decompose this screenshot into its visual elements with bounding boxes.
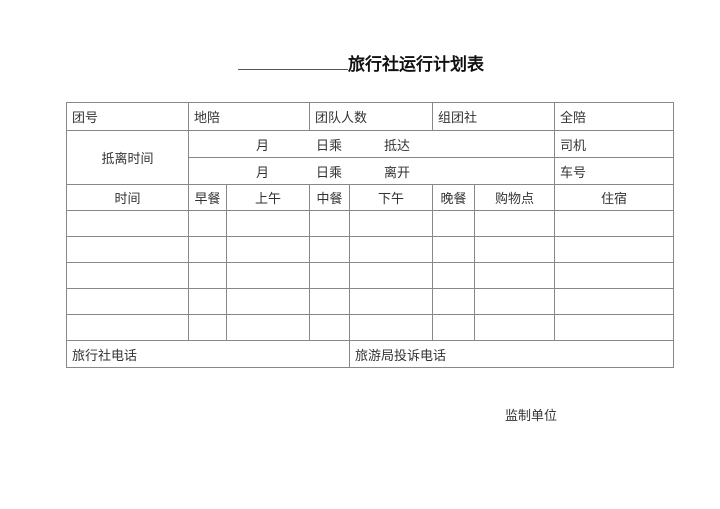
empty-cell[interactable] — [554, 314, 675, 341]
empty-cell[interactable] — [66, 262, 189, 289]
departure-row[interactable]: 月 日乘 离开 — [187, 157, 556, 185]
empty-cell[interactable] — [474, 288, 556, 315]
cell-tour-leader[interactable]: 全陪 — [554, 102, 675, 131]
empty-cell[interactable] — [225, 288, 311, 315]
cell-group-size[interactable]: 团队人数 — [309, 102, 434, 131]
table-row — [66, 210, 675, 237]
supervisor-label: 监制单位 — [505, 409, 558, 424]
empty-cell[interactable] — [309, 314, 351, 341]
empty-cell[interactable] — [66, 314, 189, 341]
cell-driver[interactable]: 司机 — [554, 130, 675, 158]
header-morning: 上午 — [225, 184, 311, 211]
page-title: 旅行社运行计划表 — [238, 50, 484, 75]
empty-cell[interactable] — [554, 262, 675, 289]
empty-cell[interactable] — [474, 262, 556, 289]
title-text: 旅行社运行计划表 — [348, 55, 484, 75]
empty-cell[interactable] — [554, 210, 675, 237]
arrive-month: 月 — [256, 138, 270, 154]
empty-cell[interactable] — [554, 236, 675, 263]
title-blank — [238, 55, 348, 70]
empty-cell[interactable] — [188, 288, 227, 315]
empty-cell[interactable] — [349, 210, 434, 237]
empty-cell[interactable] — [309, 210, 351, 237]
cell-group-no[interactable]: 团号 — [66, 102, 189, 131]
empty-cell[interactable] — [309, 236, 351, 263]
empty-cell[interactable] — [554, 288, 675, 315]
empty-cell[interactable] — [225, 236, 311, 263]
empty-cell[interactable] — [188, 262, 227, 289]
table-row — [66, 236, 675, 263]
empty-cell[interactable] — [474, 236, 556, 263]
header-dinner: 晚餐 — [432, 184, 476, 211]
empty-cell[interactable] — [432, 236, 476, 263]
cell-agency-phone[interactable]: 旅行社电话 — [65, 340, 351, 368]
empty-cell[interactable] — [349, 262, 434, 289]
depart-day: 日乘 — [316, 165, 343, 181]
header-lunch: 中餐 — [309, 184, 351, 211]
empty-cell[interactable] — [188, 314, 227, 341]
empty-cell[interactable] — [188, 210, 227, 237]
empty-cell[interactable] — [474, 210, 556, 237]
depart-action: 离开 — [384, 165, 411, 181]
empty-cell[interactable] — [309, 288, 351, 315]
header-shopping: 购物点 — [474, 184, 556, 211]
table-row — [66, 288, 675, 315]
arrival-departure-label: 抵离时间 — [66, 130, 189, 185]
header-lodging: 住宿 — [554, 184, 675, 211]
empty-cell[interactable] — [66, 288, 189, 315]
empty-cell[interactable] — [225, 210, 311, 237]
empty-cell[interactable] — [225, 314, 311, 341]
table-row — [66, 262, 675, 289]
arrive-action: 抵达 — [384, 138, 411, 154]
empty-cell[interactable] — [66, 236, 189, 263]
empty-cell[interactable] — [349, 288, 434, 315]
table-row — [66, 314, 675, 341]
empty-cell[interactable] — [66, 210, 189, 237]
cell-local-guide[interactable]: 地陪 — [187, 102, 311, 131]
empty-cell[interactable] — [432, 314, 476, 341]
empty-cell[interactable] — [309, 262, 351, 289]
arrive-day: 日乘 — [316, 138, 343, 154]
cell-plate-no[interactable]: 车号 — [554, 157, 675, 185]
cell-organizer[interactable]: 组团社 — [432, 102, 556, 131]
arrival-row[interactable]: 月 日乘 抵达 — [187, 130, 556, 158]
cell-complaint-phone[interactable]: 旅游局投诉电话 — [349, 340, 675, 368]
empty-cell[interactable] — [474, 314, 556, 341]
header-afternoon: 下午 — [349, 184, 434, 211]
empty-cell[interactable] — [432, 262, 476, 289]
header-time: 时间 — [66, 184, 189, 211]
depart-month: 月 — [256, 165, 270, 181]
empty-cell[interactable] — [349, 314, 434, 341]
empty-cell[interactable] — [432, 288, 476, 315]
header-breakfast: 早餐 — [188, 184, 227, 211]
empty-cell[interactable] — [225, 262, 311, 289]
empty-cell[interactable] — [188, 236, 227, 263]
empty-cell[interactable] — [432, 210, 476, 237]
empty-cell[interactable] — [349, 236, 434, 263]
plan-table: 团号 地陪 团队人数 组团社 全陪 抵离时间 月日乘 抵达 司机 月日乘 离开 车号… — [65, 102, 675, 368]
